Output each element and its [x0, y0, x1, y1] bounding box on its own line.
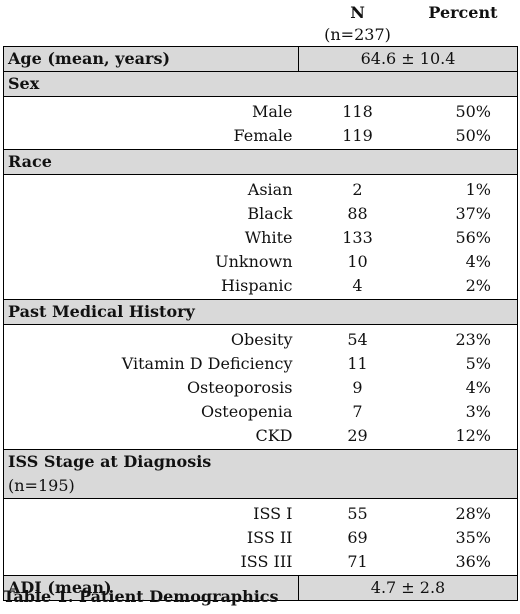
row-n: 71 [298, 550, 417, 576]
table-row: CKD 29 12% [3, 424, 518, 450]
iss-label-cell: ISS Stage at Diagnosis (n=195) [3, 449, 518, 499]
row-n: 29 [298, 424, 417, 450]
table-row: ISS III 71 36% [3, 550, 518, 576]
row-n: 55 [347, 504, 368, 523]
table-row: ISS II 69 35% [3, 526, 518, 550]
header-blank [4, 0, 299, 47]
row-label: ISS III [3, 550, 299, 576]
table-row: Asian 2 1% [3, 174, 518, 202]
iss-sub: (n=195) [8, 476, 75, 495]
table-row: White 133 56% [3, 226, 518, 250]
row-percent: 35% [416, 526, 518, 550]
table-row: ISS I 55 28% [3, 498, 518, 526]
row-n: 4 [298, 274, 417, 300]
header-n: N (n=237) [299, 0, 417, 47]
header-n-sub: (n=237) [324, 25, 391, 44]
row-percent: 4% [416, 250, 518, 274]
row-n: 119 [298, 124, 417, 150]
table-row: Vitamin D Deficiency 11 5% [3, 352, 518, 376]
table-row: Female 119 50% [3, 124, 518, 150]
demographics-table: N (n=237) Percent Age (mean, years) 64.6… [3, 0, 518, 601]
row-label: Unknown [3, 250, 299, 274]
table-row: Black 88 37% [3, 202, 518, 226]
table-row: Osteopenia 7 3% [3, 400, 518, 424]
row-n: 118 [342, 102, 373, 121]
pmh-section-header: Past Medical History [3, 299, 518, 325]
table-row: Unknown 10 4% [3, 250, 518, 274]
pmh-label: Past Medical History [3, 299, 518, 325]
row-percent: 50% [416, 96, 518, 124]
row-n: 7 [352, 402, 363, 421]
row-percent: 12% [416, 424, 518, 450]
age-value: 64.6 ± 10.4 [298, 46, 518, 72]
row-percent: 28% [416, 498, 518, 526]
row-percent: 1% [416, 174, 518, 202]
row-n: 69 [347, 528, 368, 547]
sex-label: Sex [3, 71, 518, 97]
race-section-header: Race [3, 149, 518, 175]
row-label: Osteopenia [3, 400, 299, 424]
row-percent: 36% [416, 550, 518, 576]
row-percent: 37% [416, 202, 518, 226]
header-percent: Percent [428, 3, 498, 22]
row-percent: 50% [416, 124, 518, 150]
iss-label: ISS Stage at Diagnosis [8, 452, 212, 471]
race-label: Race [3, 149, 518, 175]
row-label: White [3, 226, 299, 250]
age-label: Age (mean, years) [3, 46, 299, 72]
table-row: Obesity 54 23% [3, 324, 518, 352]
row-label: Female [3, 124, 299, 150]
sex-section-header: Sex [3, 71, 518, 97]
row-percent: 3% [416, 400, 518, 424]
row-n: 9 [352, 378, 363, 397]
row-percent: 5% [416, 352, 518, 376]
adi-label: ADI (mean) [3, 575, 299, 601]
row-n: 88 [347, 204, 368, 223]
demographics-table-wrapper: N (n=237) Percent Age (mean, years) 64.6… [3, 0, 518, 601]
iss-section-header: ISS Stage at Diagnosis (n=195) [3, 449, 518, 499]
row-n: 133 [342, 228, 373, 247]
row-percent: 2% [416, 274, 518, 300]
row-n: 10 [347, 252, 368, 271]
table-header-row: N (n=237) Percent [4, 0, 518, 47]
row-label: Hispanic [3, 274, 299, 300]
age-row: Age (mean, years) 64.6 ± 10.4 [3, 46, 518, 72]
row-label: Obesity [3, 324, 299, 352]
row-percent: 23% [416, 324, 518, 352]
table-row: Osteoporosis 9 4% [3, 376, 518, 400]
row-label: ISS I [3, 498, 299, 526]
row-label: ISS II [3, 526, 299, 550]
row-n: 54 [347, 330, 368, 349]
row-label: CKD [3, 424, 299, 450]
row-percent: 56% [416, 226, 518, 250]
adi-value: 4.7 ± 2.8 [298, 575, 518, 601]
table-caption: Table 1. Patient Demographics [3, 587, 279, 606]
row-label: Vitamin D Deficiency [3, 352, 299, 376]
row-label: Male [3, 96, 299, 124]
row-percent: 4% [416, 376, 518, 400]
row-n: 2 [352, 180, 363, 199]
row-label: Black [3, 202, 299, 226]
table-row: Male 118 50% [3, 96, 518, 124]
row-n: 11 [347, 354, 368, 373]
table-row: Hispanic 4 2% [3, 274, 518, 300]
row-label: Asian [3, 174, 299, 202]
header-n-label: N [350, 3, 365, 22]
adi-row: ADI (mean) 4.7 ± 2.8 [3, 575, 518, 601]
row-label: Osteoporosis [3, 376, 299, 400]
